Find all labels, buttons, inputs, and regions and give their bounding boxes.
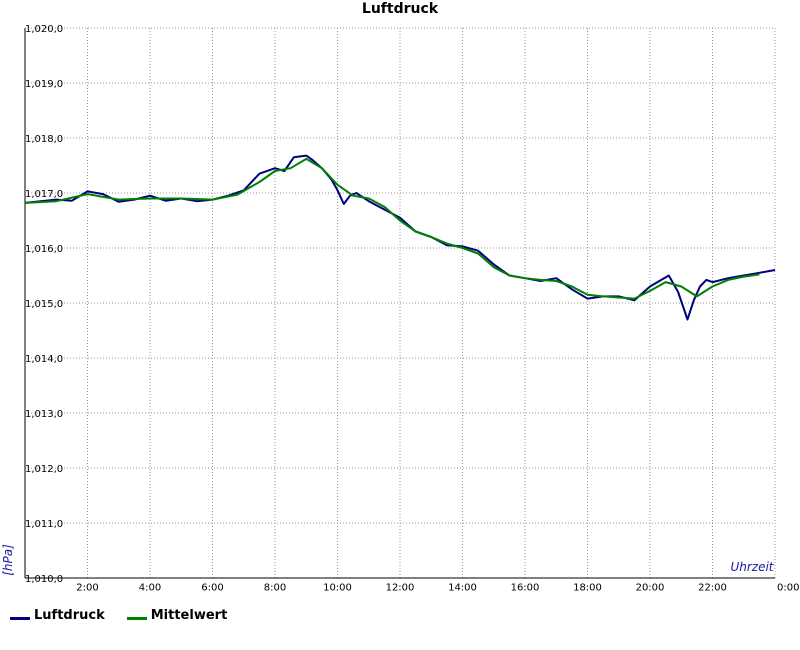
x-tick-label: 10:00: [323, 582, 352, 593]
chart-title: Luftdruck: [362, 1, 439, 17]
y-tick-label: 1,018,0: [25, 134, 63, 145]
series-lines: [24, 154, 776, 321]
x-tick-label: 4:00: [139, 582, 161, 593]
x-axis-label: Uhrzeit: [730, 560, 774, 574]
y-axis-label: [hPa]: [1, 544, 15, 576]
x-tick-label: 20:00: [636, 582, 665, 593]
y-tick-label: 1,012,0: [25, 464, 63, 475]
x-tick-label: 0:00: [777, 582, 799, 593]
y-tick-labels: 1,010,0 1,011,0 1,012,0 1,013,0 1,014,0 1,015…: [25, 24, 63, 585]
y-tick-label: 1,017,0: [25, 189, 63, 200]
x-tick-label: 8:00: [264, 582, 286, 593]
legend-item-luftdruck: Luftdruck: [10, 608, 105, 623]
legend: Luftdruck Mittelwert: [10, 608, 227, 623]
legend-item-mittelwert: Mittelwert: [126, 608, 228, 623]
axes: [24, 27, 775, 579]
legend-label-mittelwert: Mittelwert: [150, 608, 228, 623]
y-tick-label: 1,019,0: [25, 79, 63, 90]
y-tick-label: 1,011,0: [25, 519, 63, 530]
x-tick-label: 6:00: [201, 582, 223, 593]
y-tick-label: 1,014,0: [25, 354, 63, 365]
y-tick-label: 1,015,0: [25, 299, 63, 310]
x-tick-label: 22:00: [698, 582, 727, 593]
x-tick-labels: 2:00 4:00 6:00 8:00 10:00 12:00 14:00 16:00 18:0…: [76, 582, 799, 593]
y-tick-label: 1,020,0: [25, 24, 63, 35]
x-tick-label: 18:00: [573, 582, 602, 593]
gridlines: [25, 27, 776, 578]
x-tick-label: 2:00: [76, 582, 98, 593]
y-tick-label: 1,010,0: [25, 574, 63, 585]
legend-swatch-luftdruck: [10, 617, 30, 620]
y-tick-label: 1,013,0: [25, 409, 63, 420]
x-tick-label: 14:00: [448, 582, 477, 593]
y-tick-label: 1,016,0: [25, 244, 63, 255]
x-tick-label: 16:00: [511, 582, 540, 593]
series-line-mittelwert: [24, 157, 760, 300]
x-tick-label: 12:00: [386, 582, 415, 593]
legend-label-luftdruck: Luftdruck: [34, 608, 105, 623]
legend-swatch-mittelwert: [126, 617, 147, 620]
